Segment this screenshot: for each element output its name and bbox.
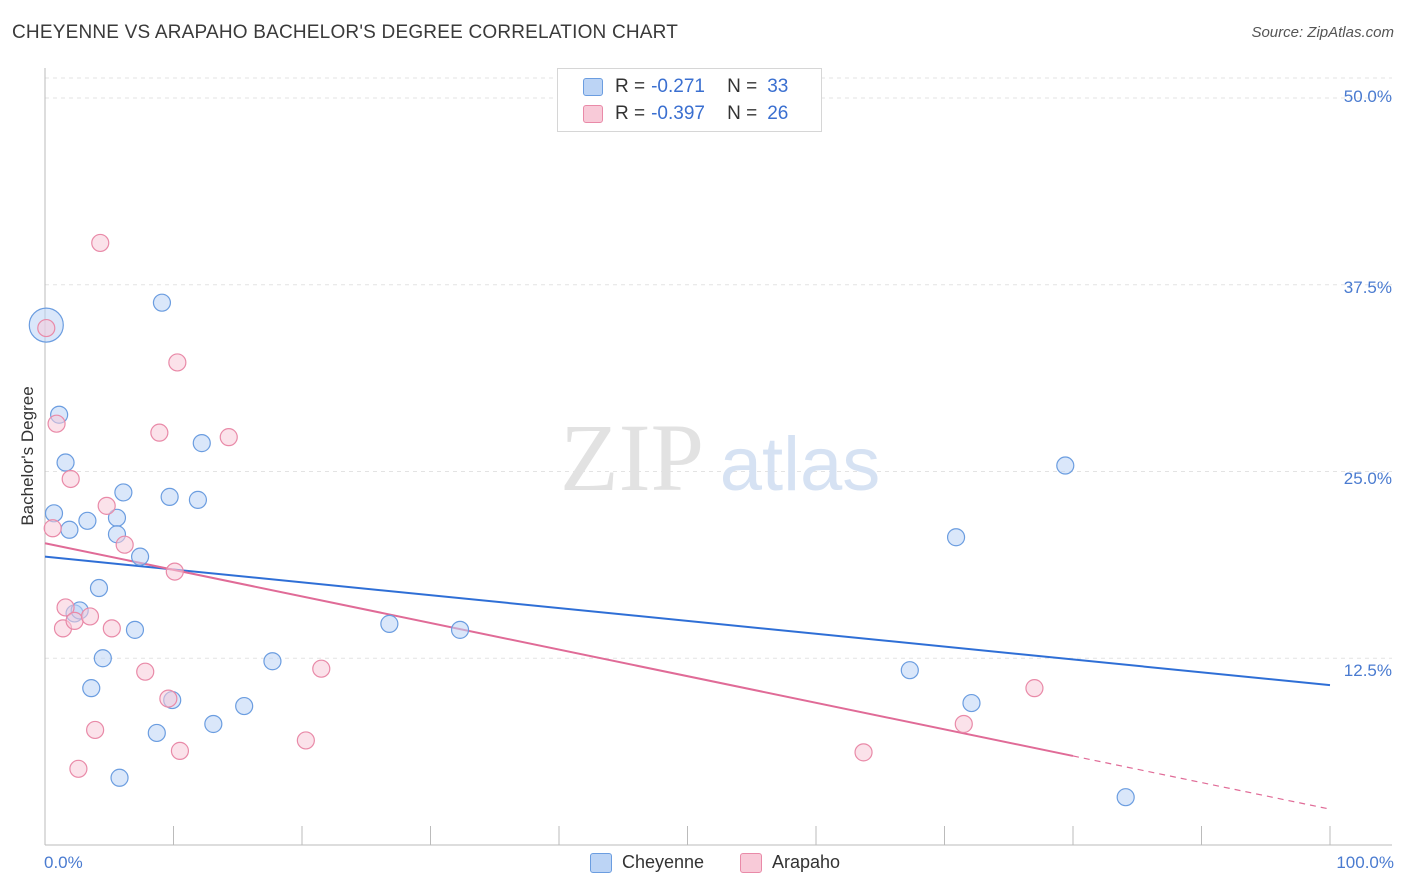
x-tick-label: 100.0% xyxy=(1336,853,1394,872)
n-label: N = xyxy=(727,76,758,97)
data-point-cheyenne xyxy=(147,723,166,743)
watermark-zip: ZIP xyxy=(560,404,704,511)
data-point-arapaho xyxy=(219,428,238,447)
data-point-arapaho xyxy=(56,598,75,617)
data-point-arapaho xyxy=(115,535,134,554)
data-point-cheyenne xyxy=(192,434,211,453)
data-point-arapaho xyxy=(61,469,80,489)
grid xyxy=(45,77,1392,659)
legend-item-cheyenne: Cheyenne xyxy=(590,852,704,873)
data-points xyxy=(28,233,1135,807)
legend-row-arapaho: R = -0.397 N = 26 xyxy=(583,103,788,125)
data-point-arapaho xyxy=(150,423,169,442)
legend-row-cheyenne: R = -0.271 N = 33 xyxy=(583,76,788,98)
legend-label-cheyenne: Cheyenne xyxy=(622,852,705,872)
axes xyxy=(44,68,1392,846)
n-label: N = xyxy=(727,103,758,124)
data-point-cheyenne xyxy=(152,293,172,312)
legend-item-arapaho: Arapaho xyxy=(740,852,840,873)
x-tick-label: 0.0% xyxy=(44,853,83,872)
data-point-cheyenne xyxy=(78,511,97,530)
chart-source: Source: ZipAtlas.com xyxy=(1251,24,1394,41)
data-point-arapaho xyxy=(47,414,66,433)
data-point-cheyenne xyxy=(263,652,282,671)
data-point-arapaho xyxy=(97,496,116,515)
data-point-arapaho xyxy=(296,731,315,750)
trend-lines xyxy=(44,542,1331,810)
data-point-cheyenne xyxy=(110,768,129,787)
data-point-cheyenne xyxy=(56,453,75,472)
r-value-arapaho: -0.397 xyxy=(651,103,705,124)
n-value-cheyenne: 33 xyxy=(767,76,789,97)
data-point-cheyenne xyxy=(946,528,966,547)
cheyenne-swatch-icon xyxy=(583,78,603,96)
data-point-arapaho xyxy=(43,519,62,538)
data-point-arapaho xyxy=(136,662,155,681)
trend-line-arapaho xyxy=(44,542,1074,757)
trend-line-dashed-arapaho xyxy=(1072,755,1331,810)
data-point-cheyenne xyxy=(204,714,223,734)
data-point-arapaho xyxy=(170,741,190,760)
watermark-atlas: atlas xyxy=(720,422,881,507)
chart-title: CHEYENNE VS ARAPAHO BACHELOR'S DEGREE CO… xyxy=(12,22,679,43)
data-point-cheyenne xyxy=(60,520,79,539)
data-point-arapaho xyxy=(102,619,121,638)
data-point-arapaho xyxy=(954,714,973,734)
data-point-arapaho xyxy=(65,611,84,631)
data-point-cheyenne xyxy=(450,620,470,639)
y-axis-label: Bachelor's Degree xyxy=(18,386,37,526)
data-point-cheyenne xyxy=(130,547,150,566)
y-tick-label: 37.5% xyxy=(1343,278,1392,297)
n-value-arapaho: 26 xyxy=(767,103,789,124)
data-point-arapaho xyxy=(312,659,331,678)
y-tick-label: 50.0% xyxy=(1343,87,1392,106)
trend-line-cheyenne xyxy=(44,555,1331,687)
stats-legend: R = -0.271 N = 33 R = -0.397 N = 26 xyxy=(557,68,822,132)
data-point-cheyenne xyxy=(962,693,981,713)
data-point-cheyenne xyxy=(82,679,101,698)
data-point-cheyenne xyxy=(1056,456,1075,475)
y-tick-label: 12.5% xyxy=(1343,661,1392,680)
r-label: R = xyxy=(615,76,646,97)
data-point-arapaho xyxy=(165,562,184,581)
data-point-arapaho xyxy=(854,743,873,762)
r-label: R = xyxy=(615,103,646,124)
data-point-arapaho xyxy=(168,353,187,372)
data-point-cheyenne xyxy=(160,487,179,506)
data-point-cheyenne xyxy=(188,490,208,509)
data-point-cheyenne xyxy=(93,649,112,668)
data-point-arapaho xyxy=(86,720,105,740)
arapaho-legend-icon xyxy=(740,852,762,873)
data-point-cheyenne xyxy=(89,578,109,598)
y-tick-label: 25.0% xyxy=(1343,469,1392,488)
data-point-cheyenne xyxy=(380,614,399,633)
data-point-arapaho xyxy=(80,607,100,626)
legend-label-arapaho: Arapaho xyxy=(772,852,841,872)
data-point-arapaho xyxy=(159,689,178,708)
data-point-cheyenne xyxy=(125,620,145,639)
data-point-arapaho xyxy=(37,318,56,338)
r-value-cheyenne: -0.271 xyxy=(651,76,705,97)
data-point-cheyenne xyxy=(1116,788,1135,807)
data-point-arapaho xyxy=(1025,679,1044,698)
data-point-cheyenne xyxy=(900,661,919,680)
data-point-cheyenne xyxy=(114,483,133,502)
data-point-cheyenne xyxy=(235,696,254,716)
cheyenne-legend-icon xyxy=(590,852,612,873)
data-point-arapaho xyxy=(91,233,110,253)
data-point-arapaho xyxy=(69,759,88,778)
arapaho-swatch-icon xyxy=(583,105,603,123)
